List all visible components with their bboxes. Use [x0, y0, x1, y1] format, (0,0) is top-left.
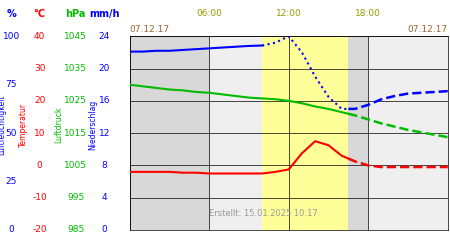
Text: Luftdruck: Luftdruck: [54, 107, 63, 143]
Text: 12:00: 12:00: [276, 9, 302, 18]
Text: -10: -10: [32, 193, 47, 202]
Text: 995: 995: [67, 193, 84, 202]
Text: 100: 100: [3, 32, 20, 41]
Text: 40: 40: [34, 32, 45, 41]
Text: 24: 24: [99, 32, 110, 41]
Text: mm/h: mm/h: [89, 9, 120, 19]
Text: 25: 25: [5, 177, 17, 186]
Text: 75: 75: [5, 80, 17, 89]
Text: 1035: 1035: [64, 64, 87, 73]
Text: 1025: 1025: [64, 96, 87, 105]
Text: 8: 8: [102, 161, 107, 170]
Text: Niederschlag: Niederschlag: [88, 100, 97, 150]
Text: 985: 985: [67, 226, 84, 234]
Bar: [130, 36, 209, 230]
Text: 07.12.17: 07.12.17: [130, 25, 170, 34]
Text: 1005: 1005: [64, 161, 87, 170]
Text: 4: 4: [102, 193, 107, 202]
Text: 12: 12: [99, 128, 110, 138]
Text: Luftfeuchtigkeit: Luftfeuchtigkeit: [0, 95, 7, 155]
Text: 20: 20: [99, 64, 110, 73]
Text: 0: 0: [37, 161, 42, 170]
Text: Temperatur: Temperatur: [19, 103, 28, 147]
Text: °C: °C: [34, 9, 45, 19]
Text: 06:00: 06:00: [196, 9, 222, 18]
Text: Erstellt: 15.01.2025 10:17: Erstellt: 15.01.2025 10:17: [209, 210, 318, 218]
Bar: [209, 36, 288, 230]
Text: 18:00: 18:00: [356, 9, 381, 18]
Text: 0: 0: [9, 226, 14, 234]
Text: 07.12.17: 07.12.17: [408, 25, 448, 34]
Bar: [368, 36, 448, 230]
Text: -20: -20: [32, 226, 47, 234]
Bar: [262, 36, 348, 230]
Text: 20: 20: [34, 96, 45, 105]
Text: 10: 10: [34, 128, 45, 138]
Text: 1045: 1045: [64, 32, 87, 41]
Text: 0: 0: [102, 226, 107, 234]
Text: %: %: [6, 9, 16, 19]
Text: 16: 16: [99, 96, 110, 105]
Text: 30: 30: [34, 64, 45, 73]
Text: hPa: hPa: [65, 9, 86, 19]
Bar: [288, 36, 368, 230]
Text: 1015: 1015: [64, 128, 87, 138]
Text: 50: 50: [5, 128, 17, 138]
